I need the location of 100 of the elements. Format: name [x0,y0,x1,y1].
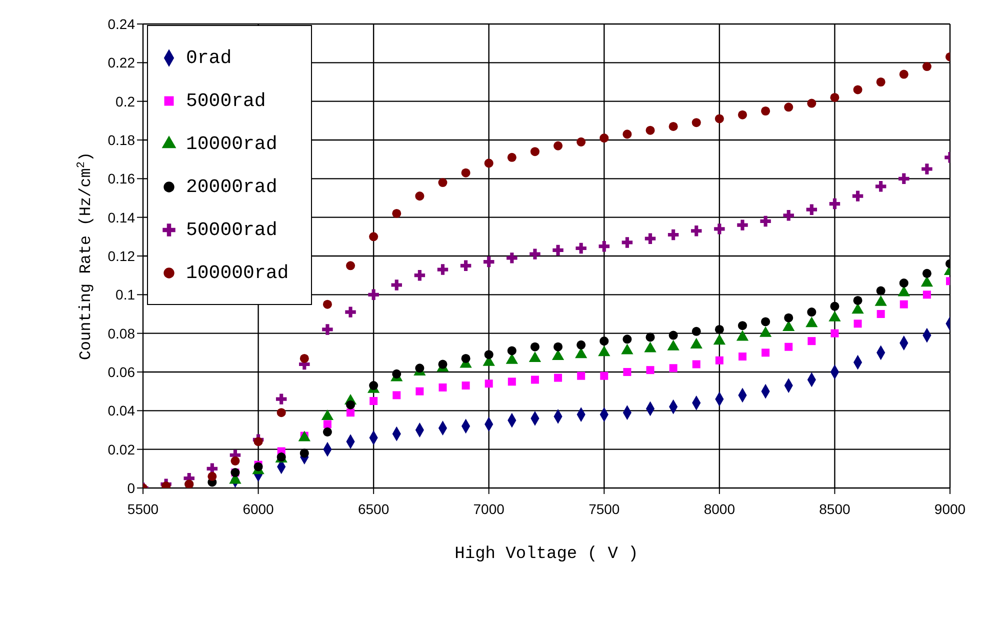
point [414,270,426,281]
point [922,290,931,299]
point [415,192,424,201]
y-tick-label: 0 [127,480,136,496]
point [322,324,333,335]
legend-label: 10000rad [186,132,278,154]
point [392,391,401,400]
point [392,208,402,218]
point [876,286,886,296]
legend-label: 5000rad [186,90,266,112]
point [899,70,908,79]
x-tick-label: 9000 [934,500,966,517]
point [554,374,562,382]
point [646,332,655,342]
point [484,158,494,168]
point [784,102,794,112]
point [783,210,794,221]
point [668,330,678,340]
point [507,346,516,356]
y-tick-label: 0.24 [108,16,136,32]
point [668,122,678,131]
point [276,408,286,418]
point [230,456,240,466]
point [807,98,816,108]
point [761,317,770,326]
point [714,114,724,124]
point [830,92,840,102]
point [922,62,932,72]
point [554,342,563,352]
point [346,400,356,410]
x-tick-label: 7000 [473,500,505,517]
y-tick-label: 0.22 [108,54,136,71]
point [254,462,263,472]
point [369,381,378,390]
legend-label: 20000rad [186,176,278,198]
point [208,472,217,481]
point [900,300,908,308]
point [438,360,448,369]
point [346,261,356,270]
y-tick-label: 0.14 [108,209,136,226]
x-tick-label: 7500 [588,500,620,517]
point [644,233,656,244]
y-tick-label: 0.06 [108,364,136,380]
point [853,296,862,305]
point [806,204,818,215]
point [623,368,632,376]
point [622,334,632,344]
point [345,306,356,318]
point [322,300,332,309]
x-axis-title: High Voltage ( V ) [454,545,638,564]
point [300,448,309,458]
point [484,380,493,388]
point [368,289,379,300]
x-tick-label: 8500 [819,500,850,517]
point [830,329,839,338]
point [784,342,793,351]
point [598,240,610,252]
point [438,383,447,392]
point [576,137,586,146]
y-tick-label: 0.08 [108,325,136,342]
point [714,324,724,334]
point [438,178,448,188]
point [784,313,794,322]
point [483,256,494,268]
point [437,264,448,275]
point [898,173,910,184]
point [369,232,378,242]
point [692,118,701,128]
point [600,336,609,346]
point [854,320,862,328]
y-tick-label: 0.1 [116,286,136,303]
point [922,268,932,278]
point [461,354,470,363]
x-tick-label: 8000 [704,500,736,517]
y-tick-label: 0.12 [108,248,136,264]
point [391,280,402,290]
point [807,308,816,317]
point [577,372,586,380]
point [506,252,518,264]
legend-label: 100000rad [186,262,289,284]
point [829,198,840,210]
x-tick-label: 5500 [127,500,159,517]
point [875,181,886,192]
point [646,366,654,374]
point [600,134,609,143]
x-tick-label: 6500 [358,500,390,517]
point [714,224,725,234]
point [876,77,886,87]
point [576,340,586,350]
point [460,260,472,272]
point [761,106,770,116]
point [691,226,702,236]
y-tick-label: 0.2 [116,93,136,110]
point [530,248,540,260]
legend-label: 50000rad [186,218,278,240]
point [899,278,908,288]
point [646,126,655,135]
point [508,378,516,386]
y-tick-label: 0.16 [108,170,136,187]
point [461,168,470,178]
